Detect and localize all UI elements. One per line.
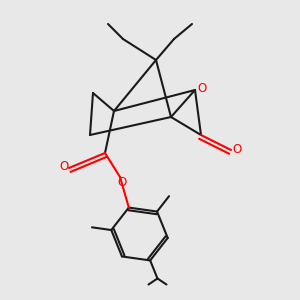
Text: O: O — [117, 176, 126, 189]
Text: O: O — [59, 160, 68, 173]
Text: O: O — [232, 142, 242, 156]
Text: O: O — [198, 82, 207, 95]
